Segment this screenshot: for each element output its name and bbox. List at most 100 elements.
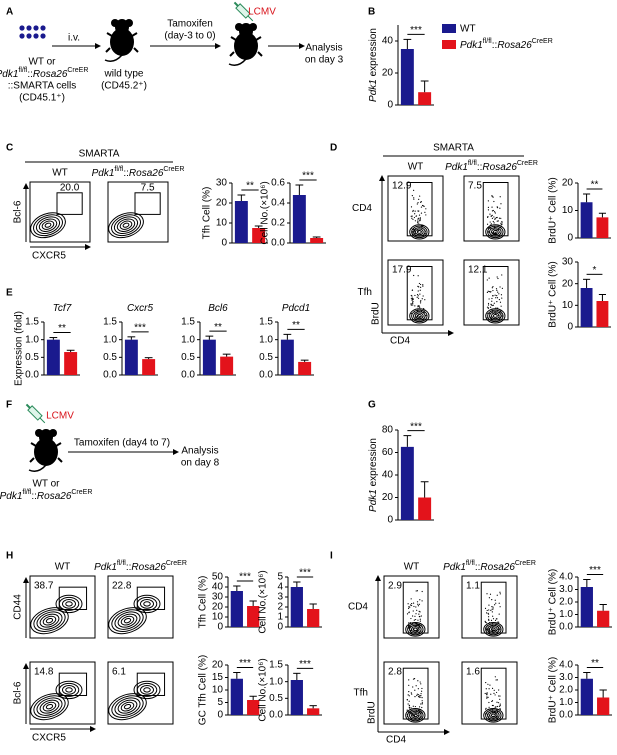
event-dot [491,195,493,198]
event-dot [419,695,421,697]
event-dot [498,621,500,623]
gate-value: 7.5 [468,181,482,192]
gate [134,192,161,215]
event-dot [488,604,490,606]
event-dot [414,294,416,297]
event-dot [492,606,494,608]
event-dot [408,695,410,697]
event-dot [417,628,419,630]
event-dot [492,286,494,288]
mouse-icon [104,19,139,62]
y-tick-label: 1.0 [103,334,117,345]
contour [114,697,141,716]
event-dot [494,694,496,696]
legend-swatch [442,40,456,49]
contour [55,680,83,700]
event-dot [499,286,501,288]
readout-label: on day 3 [305,55,344,66]
text-part: Cxcr5 [127,303,154,314]
chart-title: Tcf7 [53,303,72,314]
text-part: Pdk1 [445,162,468,173]
event-dot [491,214,493,216]
event-dot [491,300,493,302]
text-part: Tcf7 [53,303,72,314]
event-dot [412,298,414,300]
y-tick-label: 0.5 [181,352,195,363]
event-dot [416,694,418,697]
syringe-needle [39,417,46,424]
contour [143,687,151,693]
bar [220,356,234,375]
event-dot [496,679,498,681]
contour [143,601,151,607]
y-axis-label: Tfh Cell (%) [198,576,209,629]
event-dot [486,291,488,294]
bar [580,288,593,327]
gate [482,182,509,237]
y-axis-label: BrdU [367,701,378,724]
bar [307,708,320,715]
contour [33,214,63,237]
event-dot [422,284,424,286]
event-dot [410,297,412,299]
event-dot [417,715,419,717]
event-dot [486,692,488,694]
y-tick-label: 15 [212,672,224,683]
y-tick-label: 40 [212,582,224,593]
y-tick-label: 0.5 [259,352,273,363]
gate [482,266,509,321]
y-tick-label: 0.0 [25,370,39,381]
event-dot [494,212,496,214]
significance: *** [239,658,251,669]
y-tick-label: 0 [221,238,227,249]
event-dot [412,602,415,604]
event-dot [494,231,497,233]
event-dot [417,220,419,222]
event-dot [500,203,502,205]
event-dot [411,215,413,217]
gate-value: 14.8 [34,667,54,678]
event-dot [418,198,420,200]
contour [120,701,135,712]
event-dot [412,218,414,220]
y-tick-label: 40 [382,36,394,47]
y-tick-label: 0 [567,322,573,333]
event-dot [416,601,419,603]
bar [400,49,414,105]
event-dot [415,590,417,592]
contour [489,712,498,719]
y-tick-label: 1.5 [259,317,273,328]
event-dot [491,206,493,208]
row-label: CD4 [348,602,368,613]
event-dot [488,618,490,620]
contour [113,216,139,235]
cell-dot [40,33,46,39]
contour [409,224,430,240]
event-dot [416,590,419,592]
event-dot [420,201,422,203]
y-tick-label: 10 [216,218,228,229]
event-dot [408,684,410,686]
recipient-label: wild type [104,69,144,80]
text-part: Pdk1 [443,562,466,573]
event-dot [421,696,423,699]
event-dot [413,216,416,219]
y-tick-label: 0 [217,710,223,721]
panel-label: D [330,143,337,154]
y-axis-label: BrdU⁺ Cell (%) [548,177,559,243]
column-label: WT [404,562,420,573]
event-dot [496,207,499,209]
event-dot [420,695,422,697]
column-label: Pdk1fl/fl::Rosa26CreER [445,160,538,173]
bar [247,606,260,627]
column-label: WT [55,562,71,573]
event-dot [418,214,421,216]
contour [407,709,424,722]
event-dot [492,704,494,707]
event-dot [406,699,409,701]
event-dot [419,681,421,683]
event-dot [410,302,412,305]
y-tick-label: 0 [567,233,573,244]
y-tick-label: 0 [277,622,283,633]
contour [35,216,61,235]
